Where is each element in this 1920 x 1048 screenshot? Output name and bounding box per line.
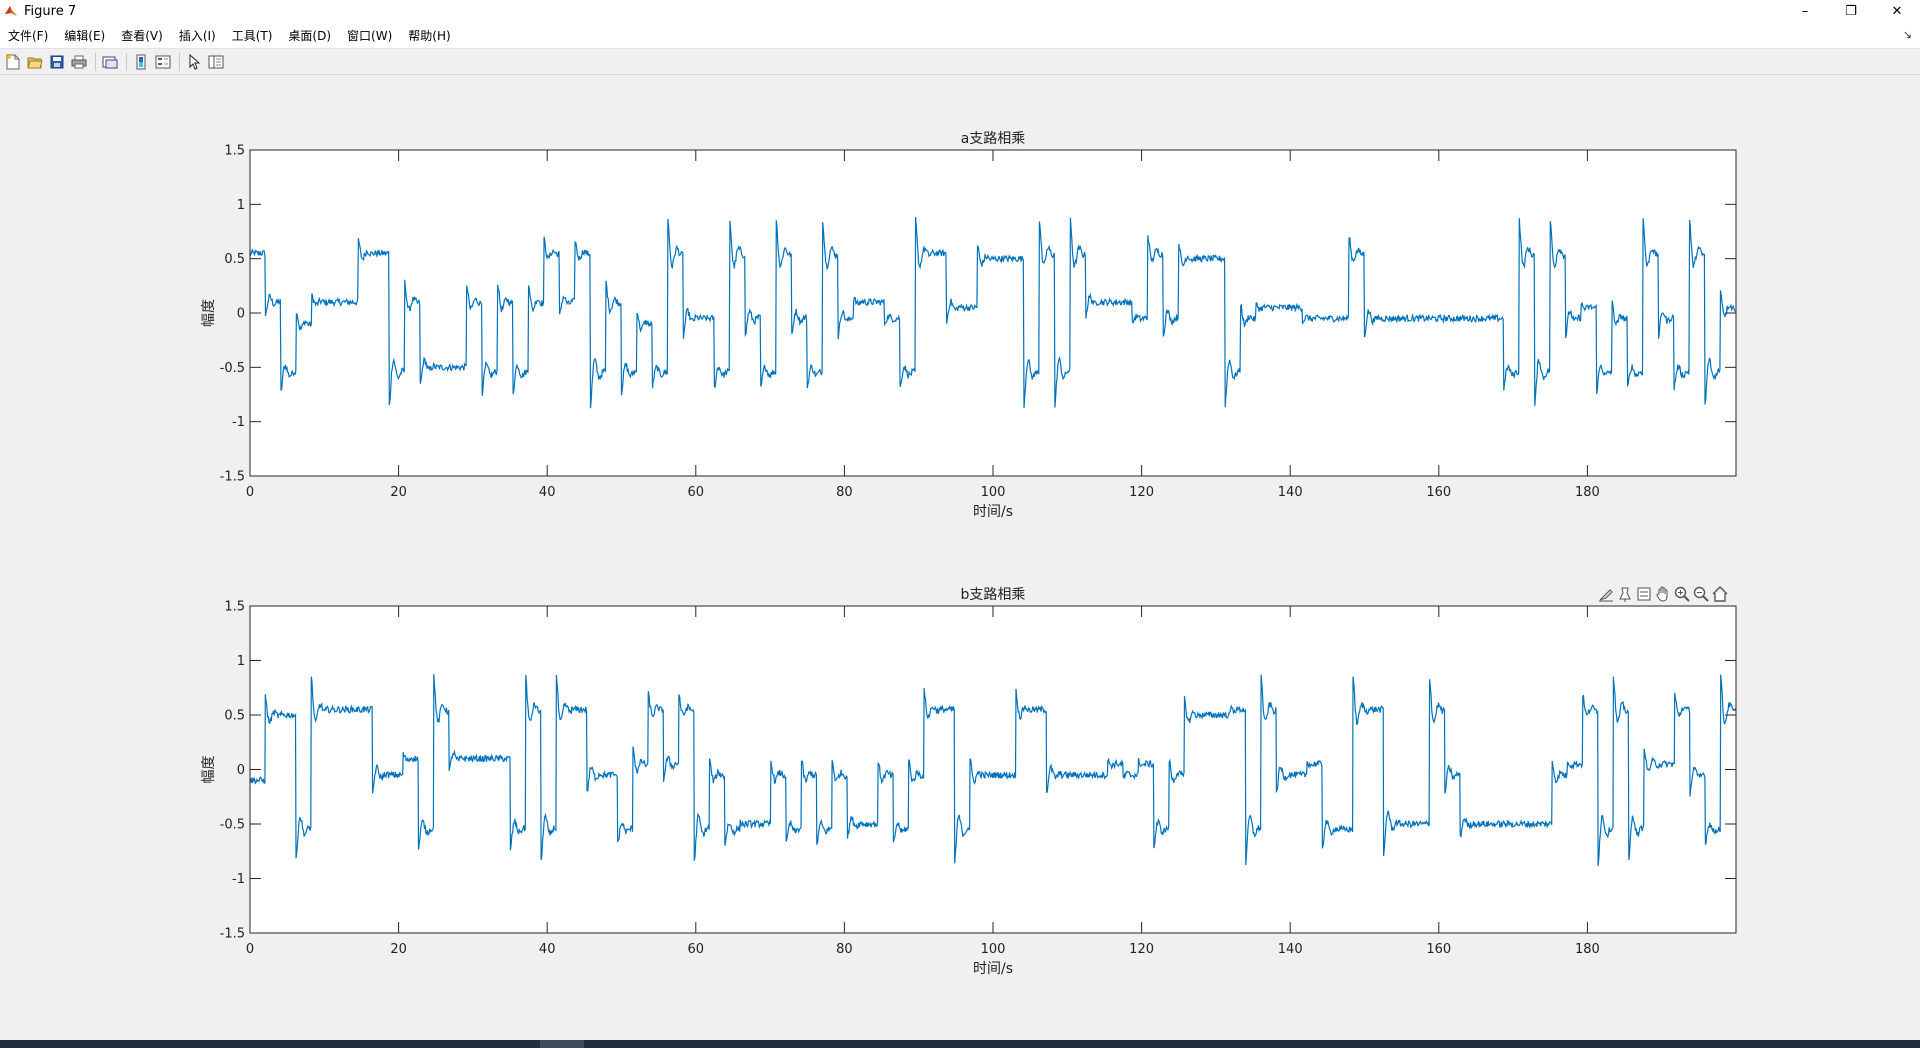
x-tick-label: 0 [246, 942, 254, 957]
y-axis-label: 幅度 [201, 299, 217, 327]
y-tick-label: -1.5 [220, 470, 245, 485]
pan-icon[interactable] [1653, 584, 1672, 603]
y-tick-label: 0.5 [224, 252, 245, 267]
y-tick-label: -0.5 [220, 361, 245, 376]
signal-line-1-0 [249, 674, 1737, 866]
y-tick-label: -0.5 [220, 818, 245, 833]
y-tick-label: 1.5 [224, 600, 245, 615]
y-tick-label: 1.5 [224, 144, 245, 159]
menu-desktop[interactable]: 桌面(D) [288, 28, 332, 43]
restore-view-icon[interactable] [1634, 584, 1653, 603]
title-bar: Figure 7 – ❐ ✕ [0, 0, 1920, 22]
figure-toolbar [0, 49, 1920, 75]
property-inspector-icon[interactable] [206, 52, 226, 72]
x-tick-label: 180 [1575, 485, 1600, 500]
chart-title: b支路相乘 [961, 587, 1026, 603]
x-tick-label: 120 [1129, 942, 1154, 957]
x-tick-label: 60 [688, 942, 705, 957]
x-tick-label: 160 [1426, 485, 1451, 500]
y-tick-label: -1 [232, 415, 245, 430]
x-tick-label: 40 [539, 942, 556, 957]
x-tick-label: 80 [836, 942, 853, 957]
toolbar-separator [126, 52, 127, 71]
close-button[interactable]: ✕ [1891, 3, 1903, 19]
window-controls: – ❐ ✕ [1782, 0, 1920, 22]
legend-icon[interactable] [153, 52, 173, 72]
zoom-out-icon[interactable] [1691, 584, 1710, 603]
new-figure-icon[interactable] [3, 52, 23, 72]
taskbar [0, 1040, 1920, 1048]
menu-insert[interactable]: 插入(I) [178, 28, 216, 43]
menu-edit[interactable]: 编辑(E) [64, 28, 106, 43]
chart-title: a支路相乘 [961, 131, 1026, 147]
restore-button[interactable]: ❐ [1845, 3, 1857, 19]
x-tick-label: 180 [1575, 942, 1600, 957]
toolbar-separator [95, 52, 96, 71]
minimize-button[interactable]: – [1801, 3, 1809, 19]
x-tick-label: 60 [688, 485, 705, 500]
x-tick-label: 0 [246, 485, 254, 500]
y-tick-label: 0 [237, 307, 245, 322]
menu-view[interactable]: 查看(V) [121, 28, 163, 43]
x-tick-label: 160 [1426, 942, 1451, 957]
data-tips-icon[interactable] [1615, 584, 1634, 603]
zoom-in-icon[interactable] [1672, 584, 1691, 603]
edit-plot-icon[interactable] [184, 52, 204, 72]
x-tick-label: 140 [1278, 485, 1303, 500]
toolbar-separator [179, 52, 180, 71]
x-axis-label: 时间/s [973, 504, 1013, 520]
axes-background [250, 150, 1736, 476]
menu-bar: 文件(F) 编辑(E) 查看(V) 插入(I) 工具(T) 桌面(D) 窗口(W… [0, 22, 1920, 49]
save-icon[interactable] [47, 52, 67, 72]
menu-window[interactable]: 窗口(W) [347, 28, 393, 43]
brush-icon[interactable] [1596, 584, 1615, 603]
y-tick-label: -1.5 [220, 927, 245, 942]
axes-background [250, 606, 1736, 933]
menu-tools[interactable]: 工具(T) [231, 28, 273, 43]
home-icon[interactable] [1710, 584, 1729, 603]
x-tick-label: 20 [390, 942, 407, 957]
signal-line-0-0 [249, 217, 1736, 409]
print-icon[interactable] [69, 52, 89, 72]
y-axis-label: 幅度 [201, 756, 217, 784]
menu-file[interactable]: 文件(F) [8, 28, 49, 43]
taskbar-active-item[interactable] [540, 1040, 584, 1048]
x-tick-label: 100 [981, 942, 1006, 957]
y-tick-label: 0 [237, 763, 245, 778]
axes-toolbar [1596, 584, 1729, 603]
y-tick-label: -1 [232, 872, 245, 887]
link-plot-icon[interactable] [100, 52, 120, 72]
x-tick-label: 20 [390, 485, 407, 500]
open-file-icon[interactable] [25, 52, 45, 72]
undock-icon[interactable]: ↘ [1902, 28, 1912, 41]
window-title: Figure 7 [24, 3, 77, 19]
x-axis-label: 时间/s [973, 961, 1013, 977]
colorbar-icon[interactable] [131, 52, 151, 72]
y-tick-label: 0.5 [224, 709, 245, 724]
matlab-icon [5, 6, 17, 16]
x-tick-label: 140 [1278, 942, 1303, 957]
figure-canvas: 0 20 40 60 80 100 120 140 160 180-1.5-1-0.500.511… [201, 131, 1737, 977]
y-tick-label: 1 [237, 198, 245, 213]
y-tick-label: 1 [237, 654, 245, 669]
menu-help[interactable]: 帮助(H) [408, 28, 451, 43]
x-tick-label: 40 [539, 485, 556, 500]
x-tick-label: 120 [1129, 485, 1154, 500]
x-tick-label: 80 [836, 485, 853, 500]
x-tick-label: 100 [981, 485, 1006, 500]
